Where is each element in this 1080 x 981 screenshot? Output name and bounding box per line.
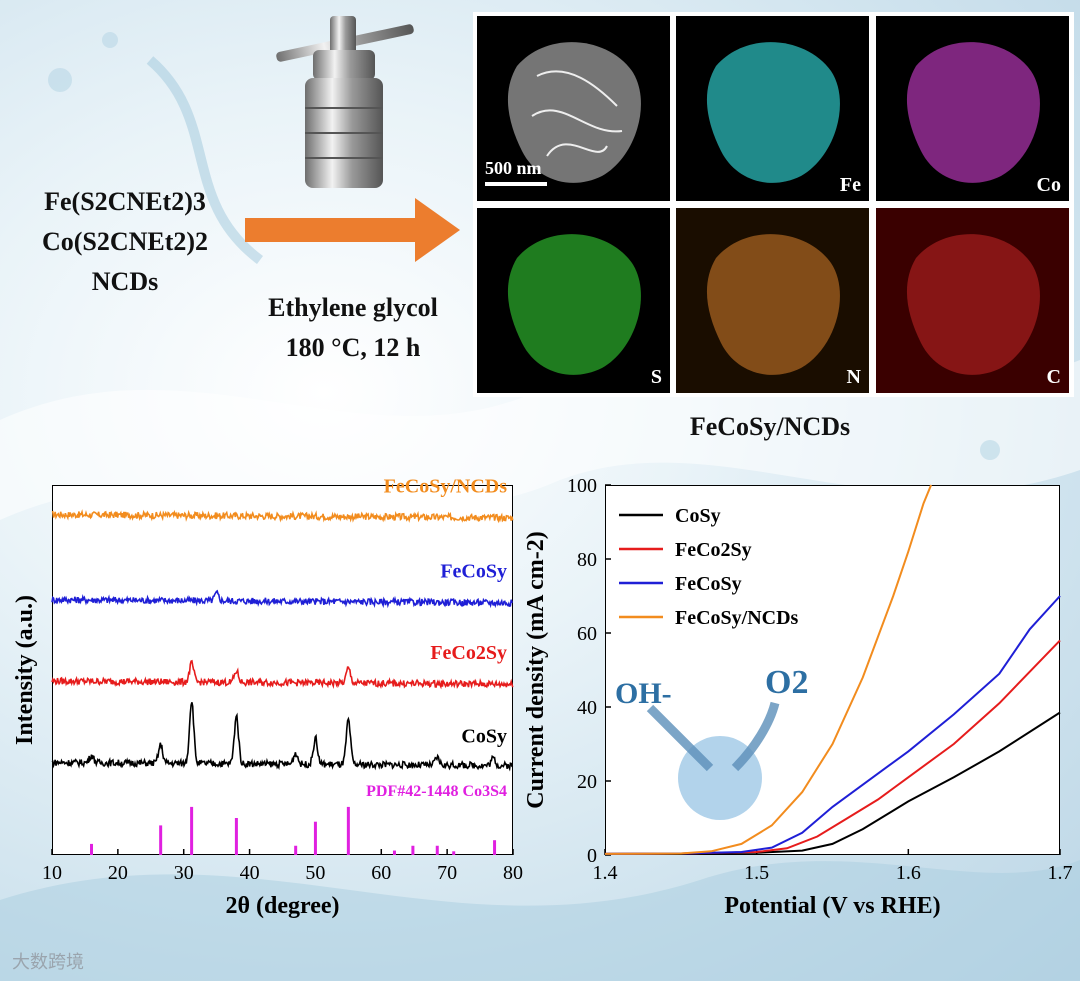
eds-label-s: S: [650, 366, 662, 388]
xrd-series-line: [51, 659, 514, 690]
lsv-y-tick-label: 20: [577, 771, 597, 793]
reaction-out-arrow-icon: [731, 701, 780, 772]
xrd-x-tick-label: 10: [42, 862, 62, 884]
lsv-series-line: [604, 484, 933, 855]
lsv-y-tick-label: 60: [577, 623, 597, 645]
inset-reactant-label: OH-: [615, 677, 672, 710]
xrd-x-tick-label: 80: [503, 862, 523, 884]
reaction-in-arrow-icon: [646, 704, 714, 772]
scale-bar-label: 500 nm: [485, 158, 542, 178]
eds-map-s: S: [477, 208, 670, 393]
watermark: 大数跨境: [12, 952, 84, 973]
lsv-y-axis-label: Current density (mA cm-2): [523, 531, 549, 809]
inset-product-label: O2: [765, 664, 808, 701]
reagent-fe-text: Fe(S2CNEt2)3: [44, 187, 206, 216]
reaction-arrow-icon: [245, 198, 460, 262]
reagent-ncds: NCDs: [0, 262, 250, 302]
lsv-y-tick-label: 40: [577, 697, 597, 719]
eds-label-n: N: [846, 366, 861, 388]
haadf-image: 500 nm: [477, 16, 670, 201]
lsv-legend-label: FeCoSy/NCDs: [675, 607, 799, 629]
reagent-co: Co(S2CNEt2)2: [0, 222, 250, 262]
scale-bar: [485, 182, 547, 186]
eds-mapping-grid: 500 nm Fe Co S N C: [473, 12, 1074, 397]
lsv-x-tick-label: 1.6: [896, 862, 921, 884]
lsv-legend-label: FeCo2Sy: [675, 539, 752, 561]
xrd-series-label: FeCo2Sy: [430, 642, 507, 664]
reagent-fe: Fe(S2CNEt2)3: [0, 182, 250, 222]
lsv-x-tick-label: 1.5: [744, 862, 769, 884]
lsv-legend-label: CoSy: [675, 505, 721, 527]
haadf-particle: [477, 16, 670, 201]
lsv-y-tick-label: 100: [567, 475, 597, 497]
xrd-x-tick-label: 40: [240, 862, 260, 884]
autoclave-icon: [276, 16, 414, 188]
lsv-x-tick-label: 1.4: [593, 862, 618, 884]
xrd-plot-frame: [52, 485, 513, 855]
reagent-co-text: Co(S2CNEt2)2: [41, 227, 209, 256]
reaction-conditions: Ethylene glycol 180 °C, 12 h: [228, 288, 478, 368]
xrd-x-axis-label: 2θ (degree): [225, 893, 339, 919]
lsv-series-line: [604, 595, 1061, 855]
lsv-legend-label: FeCoSy: [675, 573, 742, 595]
lsv-series-line: [604, 639, 1061, 855]
eds-label-co: Co: [1036, 174, 1061, 196]
xrd-series-label: FeCoSy/NCDs: [384, 476, 508, 498]
xrd-chart: 10 20 30 40 50 60 70 80 2θ (degree) Intensity (a.…: [12, 476, 523, 919]
xrd-x-tick-label: 20: [108, 862, 128, 884]
eds-map-co: Co: [876, 16, 1069, 201]
lsv-plot-frame: [605, 485, 1060, 855]
reagent-ncds-text: NCDs: [91, 267, 159, 296]
xrd-series-line: [51, 702, 514, 772]
lsv-y-tick-label: 80: [577, 549, 597, 571]
eds-map-fe: Fe: [676, 16, 869, 201]
xrd-series-line: [51, 589, 513, 609]
xrd-series-label: FeCoSy: [440, 561, 507, 583]
lsv-x-axis-label: Potential (V vs RHE): [724, 893, 940, 919]
temperature-time-label: 180 °C, 12 h: [285, 333, 421, 362]
reagent-list: Fe(S2CNEt2)3 Co(S2CNEt2)2 NCDs: [0, 182, 250, 302]
lsv-chart: 1.4 1.5 1.6 1.7 0 20 40 60 80 100 Potential (V vs …: [523, 475, 1073, 919]
eds-label-fe: Fe: [839, 174, 861, 196]
xrd-x-tick-label: 30: [174, 862, 194, 884]
solvent-label: Ethylene glycol: [268, 293, 438, 322]
eds-map-n: N: [676, 208, 869, 393]
xrd-series-line: [51, 509, 514, 524]
lsv-y-tick-label: 0: [587, 845, 597, 867]
sample-label: FeCoSy/NCDs: [689, 412, 851, 441]
eds-label-c: C: [1046, 366, 1061, 388]
xrd-x-tick-label: 70: [437, 862, 457, 884]
xrd-x-tick-label: 50: [305, 862, 325, 884]
xrd-reference-label: PDF#42-1448 Co3S4: [366, 783, 507, 800]
xrd-x-tick-label: 60: [371, 862, 391, 884]
eds-map-c: C: [876, 208, 1069, 393]
xrd-y-axis-label: Intensity (a.u.): [12, 595, 38, 745]
lsv-x-tick-label: 1.7: [1048, 862, 1073, 884]
xrd-series-label: CoSy: [461, 726, 507, 748]
